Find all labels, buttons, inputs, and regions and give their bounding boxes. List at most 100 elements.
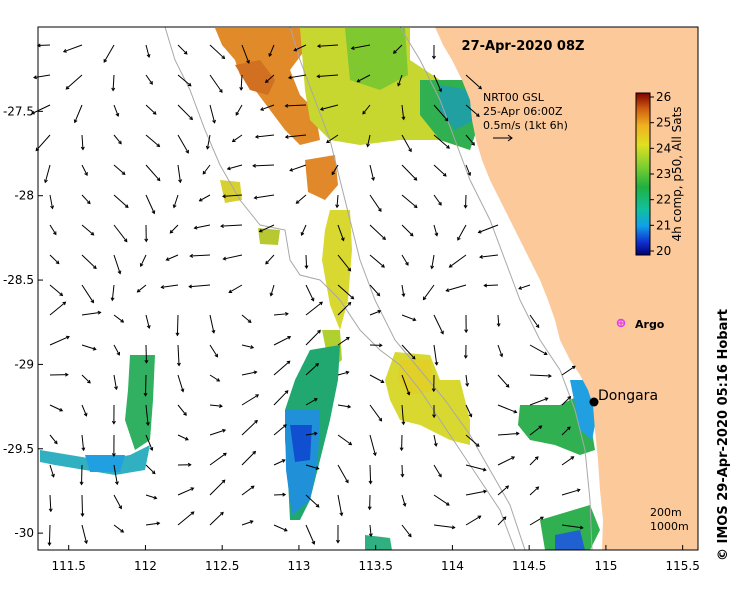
current-label-line3: 0.5m/s (1kt 6h): [483, 119, 568, 132]
current-vector-head: [431, 55, 436, 60]
current-vector-head: [176, 362, 181, 367]
current-vector: [241, 44, 250, 64]
y-axis: -27.5 -28 -28.5 -29 -29.5 -30: [3, 104, 43, 540]
current-vector-head: [103, 58, 108, 63]
bathymetry-contours: [164, 27, 593, 550]
current-vector-head: [111, 453, 116, 457]
current-vector-head: [48, 508, 53, 513]
current-vector-head: [315, 362, 320, 367]
current-vector-head: [110, 297, 115, 302]
current-vector: [305, 398, 318, 406]
colorbar-tick-label: 26: [656, 90, 671, 104]
current-vector: [49, 336, 70, 346]
current-vector: [222, 194, 243, 197]
current-vector: [369, 434, 376, 456]
colorbar-tick-label: 24: [656, 141, 671, 155]
current-vector: [177, 404, 187, 416]
current-vector: [401, 134, 412, 152]
current-vector: [113, 104, 119, 117]
current-vector-head: [438, 473, 442, 478]
current-vector-head: [399, 447, 404, 452]
current-vector: [465, 434, 480, 447]
current-vector-head: [317, 329, 321, 334]
current-vector-head: [83, 412, 88, 417]
x-tick-label: 113.5: [358, 559, 392, 573]
current-vector: [465, 134, 475, 146]
current-vector-head: [293, 47, 298, 52]
current-vector-head: [319, 107, 324, 111]
current-vector: [49, 224, 57, 235]
current-vector-head: [499, 353, 504, 358]
current-vector: [65, 74, 83, 90]
current-vector-head: [219, 89, 223, 93]
current-vector-head: [222, 428, 227, 433]
current-vector-head: [538, 425, 543, 430]
current-vector-head: [534, 456, 539, 460]
current-vector-head: [221, 479, 226, 484]
current-vector: [241, 314, 252, 323]
current-vector: [145, 74, 153, 85]
current-vector: [288, 74, 307, 79]
current-vector-head: [118, 140, 122, 145]
current-vector: [561, 524, 583, 529]
current-vector: [561, 365, 576, 376]
current-vector: [305, 464, 319, 470]
current-vector: [401, 194, 418, 208]
current-vector: [260, 104, 275, 111]
current-vector: [177, 487, 194, 496]
current-vector-head: [382, 236, 386, 241]
current-vector: [228, 284, 243, 293]
date-label: 27-Apr-2020 08Z: [462, 39, 585, 54]
current-vector: [433, 314, 444, 334]
current-vector-head: [475, 113, 480, 117]
current-vector-head: [223, 452, 227, 457]
current-vector-head: [202, 170, 207, 175]
current-vector: [369, 284, 380, 296]
current-vector-head: [315, 503, 320, 508]
current-vector-head: [143, 392, 148, 397]
current-vector: [199, 194, 211, 202]
current-vector: [232, 134, 243, 142]
current-vector-head: [80, 146, 85, 151]
current-vector-head: [43, 179, 48, 184]
current-vector: [209, 512, 224, 526]
current-vector: [81, 434, 85, 451]
current-vector: [337, 464, 349, 483]
current-vector-head: [252, 450, 257, 455]
current-vector-head: [477, 515, 482, 520]
current-vector: [145, 464, 156, 474]
current-vector: [433, 224, 438, 236]
current-vector: [209, 344, 218, 358]
current-vector: [140, 254, 147, 267]
current-vector: [337, 284, 354, 300]
current-vector-head: [189, 116, 193, 121]
current-vector: [401, 224, 414, 237]
current-vector-head: [239, 87, 244, 91]
current-vector: [273, 360, 291, 376]
current-vector-head: [144, 238, 149, 243]
current-label-line1: NRT00 GSL: [483, 91, 545, 104]
current-vector-head: [180, 388, 185, 393]
current-vector-head: [335, 204, 340, 209]
y-tick-label: -29.5: [3, 442, 34, 456]
current-vector-head: [250, 345, 255, 350]
current-vector: [111, 284, 115, 301]
current-vector: [497, 485, 509, 496]
current-vector: [401, 524, 412, 537]
current-vector: [369, 374, 384, 383]
current-vector-head: [220, 511, 224, 516]
current-vector: [401, 344, 416, 360]
current-vector-head: [401, 421, 406, 426]
current-vector: [81, 374, 91, 384]
current-vector: [285, 104, 307, 107]
current-vector: [401, 104, 405, 120]
current-vector: [63, 44, 83, 53]
y-tick-label: -28: [14, 189, 34, 203]
current-vector-head: [160, 285, 165, 290]
y-tick-label: -27.5: [3, 104, 34, 118]
current-vector-head: [284, 103, 289, 108]
current-vector-head: [212, 119, 216, 124]
current-vector-head: [282, 492, 287, 497]
current-vector: [137, 284, 147, 293]
current-vector-head: [73, 119, 78, 124]
